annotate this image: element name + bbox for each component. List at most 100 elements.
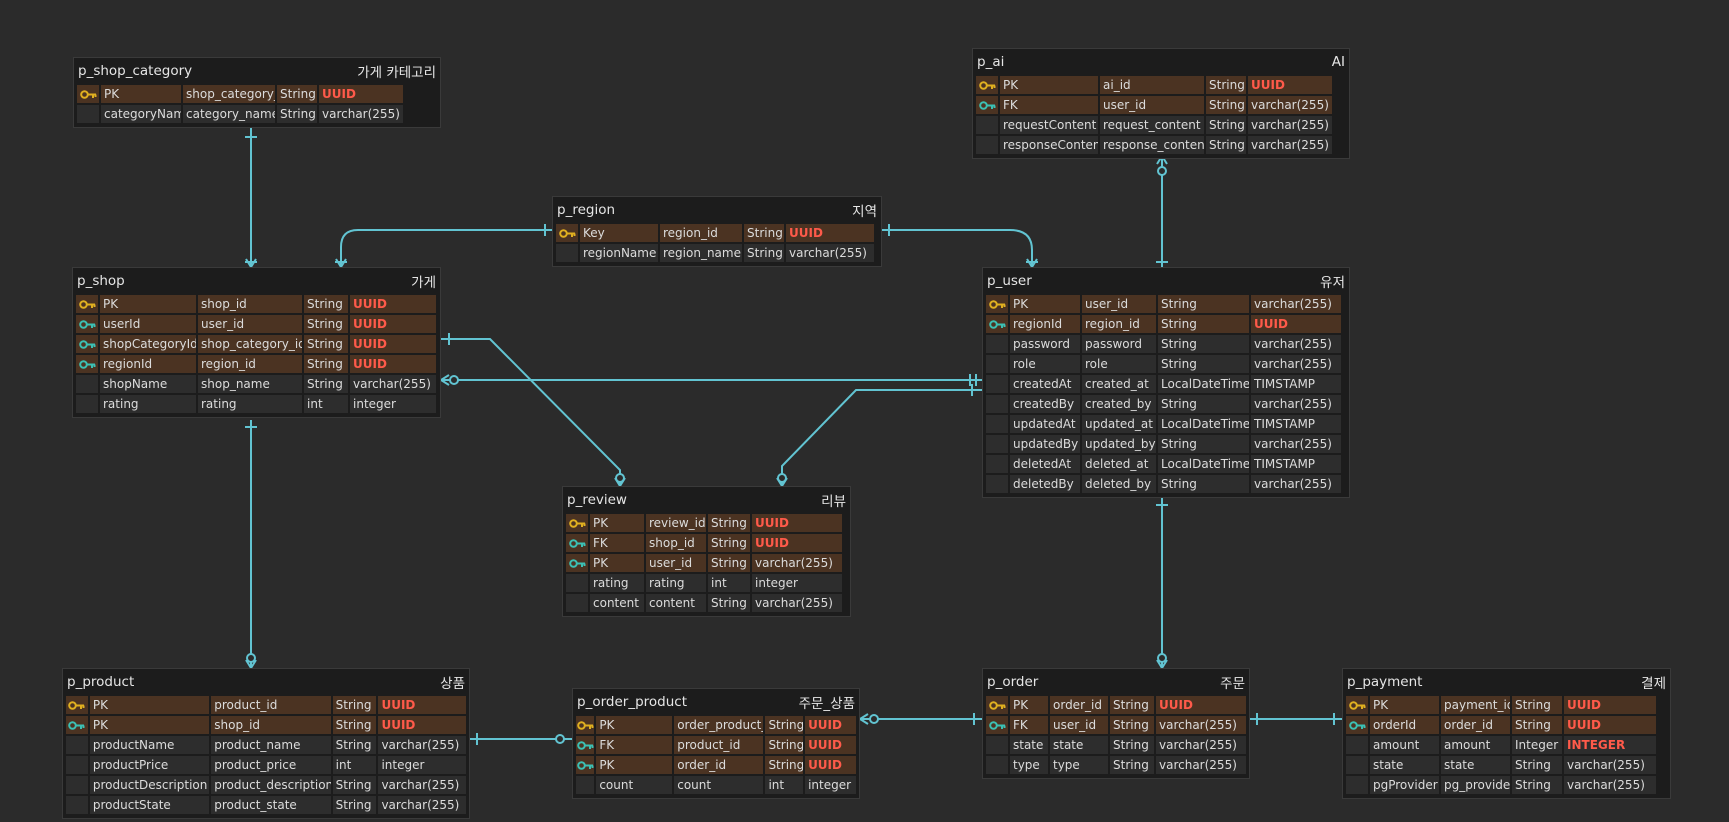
entity-header[interactable]: p_payment 결제 [1343, 669, 1670, 695]
entity-p-review[interactable]: p_review 리뷰 PK review_id String UUID FK shop_id… [562, 486, 851, 617]
table-row[interactable]: PK order_id String UUID [575, 755, 857, 775]
entity-p-region[interactable]: p_region 지역 Key region_id String UUID regionNa… [552, 196, 882, 267]
table-row[interactable]: userId user_id String UUID [75, 314, 438, 334]
table-row[interactable]: Key region_id String UUID [555, 223, 879, 243]
fk-key-icon [576, 740, 594, 750]
entity-header[interactable]: p_review 리뷰 [563, 487, 850, 513]
table-row[interactable]: type type String varchar(255) [985, 755, 1247, 775]
table-row[interactable]: shopCategoryId shop_category_id String UUID [75, 334, 438, 354]
entity-header[interactable]: p_order_product 주문_상품 [573, 689, 859, 715]
entity-p-order-product[interactable]: p_order_product주문_상품PKorder_product_idSt… [572, 688, 860, 799]
table-row[interactable]: PK product_id String UUID [65, 695, 468, 715]
column-cell: state [1049, 735, 1109, 755]
entity-header[interactable]: p_shop 가게 [73, 268, 440, 294]
field-cell: PK [589, 513, 645, 533]
table-row[interactable]: state state String varchar(255) [985, 735, 1247, 755]
column-cell: shop_category_id [197, 334, 303, 354]
entity-header[interactable]: p_order 주문 [983, 669, 1249, 695]
entity-header[interactable]: p_region 지역 [553, 197, 881, 223]
table-row[interactable]: PK order_id String UUID [985, 695, 1247, 715]
db-type-cell: varchar(255) [1250, 474, 1342, 494]
entity-name: p_user [987, 273, 1032, 289]
entity-p-user[interactable]: p_user 유저 PK user_id String varchar(255) regio… [982, 267, 1350, 498]
table-row[interactable]: updatedBy updated_by String varchar(255) [985, 434, 1347, 454]
table-row[interactable]: PK ai_id String UUID [975, 75, 1347, 95]
table-row[interactable]: productState product_state String varchar(2… [65, 795, 468, 815]
table-row[interactable]: createdAt created_at LocalDateTime TIMSTAMP [985, 374, 1347, 394]
fk-key-icon [988, 720, 1005, 730]
table-row[interactable]: rating rating int integer [75, 394, 438, 414]
table-row[interactable]: state state String varchar(255) [1345, 755, 1668, 775]
entity-p-product[interactable]: p_product 상품 PK product_id String UUID PK shop_… [62, 668, 470, 819]
entity-label: 결제 [1641, 676, 1666, 692]
field-cell: productState [88, 795, 211, 815]
table-row[interactable]: productName product_name String varchar(255… [65, 735, 468, 755]
table-row[interactable]: responseContent response_content String var… [975, 135, 1347, 155]
entity-p-shop[interactable]: p_shop 가게 PK shop_id String UUID userId user_id… [72, 267, 441, 418]
entity-header[interactable]: p_shop_category 가게 카테고리 [74, 58, 440, 84]
key-cell [65, 775, 89, 795]
field-cell: PK [88, 695, 211, 715]
table-row[interactable]: PK user_id String varchar(255) [565, 553, 848, 573]
table-row[interactable]: amount amount Integer INTEGER [1345, 735, 1668, 755]
entity-p-order[interactable]: p_order 주문 PK order_id String UUID FK user_id St… [982, 668, 1250, 779]
fk-key-icon [1348, 720, 1365, 730]
table-row[interactable]: shopName shop_name String varchar(255) [75, 374, 438, 394]
entity-p-payment[interactable]: p_payment 결제 PK payment_id String UUID orderId… [1342, 668, 1671, 799]
table-row[interactable]: rating rating int integer [565, 573, 848, 593]
entity-p-ai[interactable]: p_ai AI PK ai_id String UUID FK user_id String va… [972, 48, 1350, 159]
type-cell: String [1157, 314, 1250, 334]
table-row[interactable]: requestContent request_content String varch… [975, 115, 1347, 135]
table-row[interactable]: PK shop_id String UUID [65, 715, 468, 735]
table-row[interactable]: deletedBy deleted_by String varchar(255) [985, 474, 1347, 494]
type-cell: String [1109, 755, 1155, 775]
table-row[interactable]: createdBy created_by String varchar(255) [985, 394, 1347, 414]
pk-key-icon [79, 89, 96, 99]
entity-header[interactable]: p_user 유저 [983, 268, 1349, 294]
column-cell: user_id [1049, 715, 1109, 735]
type-cell: String [1157, 294, 1250, 314]
entity-header[interactable]: p_product 상품 [63, 669, 469, 695]
entity-p-shop-category[interactable]: p_shop_category 가게 카테고리 PKshop_category_id… [73, 57, 441, 128]
table-row[interactable]: categoryNamecategory_nameStringvarchar(2… [76, 104, 438, 124]
db-type-cell: varchar(255) [349, 374, 437, 394]
table-row[interactable]: FK product_id String UUID [575, 735, 857, 755]
type-cell: LocalDateTime [1157, 414, 1250, 434]
many-marker [776, 477, 788, 488]
table-row[interactable]: productDescription product_description Str… [65, 775, 468, 795]
table-row[interactable]: pgProvider pg_provider String varchar(255) [1345, 775, 1668, 795]
table-row[interactable]: regionId region_id String UUID [75, 354, 438, 374]
table-row[interactable]: count count int integer [575, 775, 857, 795]
type-cell: String [1205, 135, 1247, 155]
table-row[interactable]: password password String varchar(255) [985, 334, 1347, 354]
table-row[interactable]: role role String varchar(255) [985, 354, 1347, 374]
db-type-cell: varchar(255) [1250, 294, 1342, 314]
table-row[interactable]: PK shop_id String UUID [75, 294, 438, 314]
table-row[interactable]: FK shop_id String UUID [565, 533, 848, 553]
table-row[interactable]: PK payment_id String UUID [1345, 695, 1668, 715]
zero-marker [449, 375, 459, 385]
type-cell: String [331, 695, 378, 715]
table-row[interactable]: regionId region_id String UUID [985, 314, 1347, 334]
field-cell: state [1009, 735, 1049, 755]
table-row[interactable]: PK review_id String UUID [565, 513, 848, 533]
table-row[interactable]: FK user_id String varchar(255) [985, 715, 1247, 735]
pk-key-icon [988, 299, 1005, 309]
type-cell: String [1205, 115, 1247, 135]
column-cell: order_id [1440, 715, 1511, 735]
table-row[interactable]: regionName region_name String varchar(255) [555, 243, 879, 263]
table-row[interactable]: orderId order_id String UUID [1345, 715, 1668, 735]
table-row[interactable]: productPrice product_price int integer [65, 755, 468, 775]
table-row[interactable]: deletedAt deleted_at LocalDateTime TIMSTAMP [985, 454, 1347, 474]
table-row[interactable]: updatedAt updated_at LocalDateTime TIMSTAMP [985, 414, 1347, 434]
table-row[interactable]: PK user_id String varchar(255) [985, 294, 1347, 314]
entity-header[interactable]: p_ai AI [973, 49, 1349, 75]
table-row[interactable]: FK user_id String varchar(255) [975, 95, 1347, 115]
column-cell: type [1049, 755, 1109, 775]
db-type-cell: varchar(255) [1250, 434, 1342, 454]
type-cell: String [1205, 75, 1247, 95]
table-row[interactable]: content content String varchar(255) [565, 593, 848, 613]
db-type-cell: UUID [377, 695, 468, 715]
